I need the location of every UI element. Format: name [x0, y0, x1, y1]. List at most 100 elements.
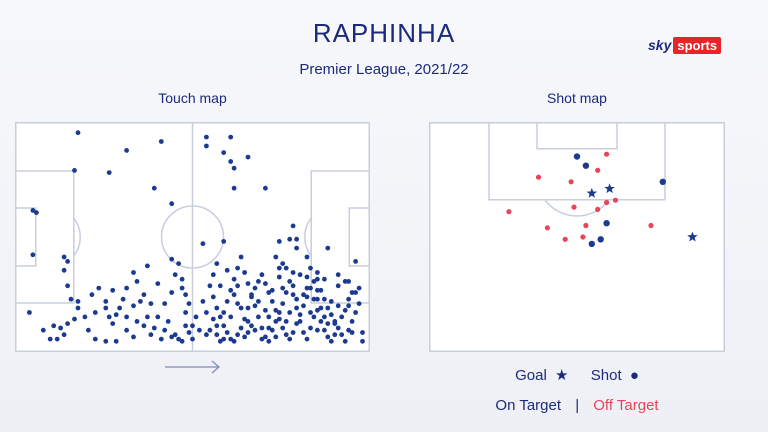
touch-point [224, 299, 230, 304]
touch-point [259, 336, 265, 342]
legend-off-target-label: Off Target [593, 397, 659, 414]
touch-point [266, 290, 272, 295]
touch-point [301, 303, 306, 309]
touch-point [169, 334, 175, 340]
shot-off-target-marker [612, 197, 619, 203]
touch-point [273, 319, 279, 324]
touch-point [110, 321, 116, 326]
touch-point [179, 276, 185, 282]
touch-point [120, 296, 126, 302]
touch-point [322, 314, 327, 320]
touch-point [259, 272, 265, 278]
touch-point [106, 170, 112, 175]
touch-point [96, 285, 102, 291]
shot-off-target-marker [506, 209, 512, 215]
touch-points-group [27, 130, 365, 344]
touch-point [200, 241, 206, 247]
touch-point [280, 325, 286, 331]
touch-point [335, 272, 341, 278]
touch-point [349, 330, 355, 335]
touch-point [151, 185, 157, 191]
touch-point [297, 312, 303, 318]
touch-point [131, 334, 136, 340]
touch-point [349, 319, 355, 324]
touch-point [280, 285, 286, 291]
touch-point [259, 325, 265, 331]
touch-point [204, 310, 209, 315]
touch-point [186, 330, 192, 335]
touch-point [68, 296, 74, 302]
touch-point [339, 332, 345, 338]
touch-point [242, 316, 248, 322]
touch-point [280, 301, 286, 306]
touch-point [311, 279, 317, 284]
touch-point [245, 154, 251, 160]
touch-point [353, 259, 358, 264]
touch-map-pitch [15, 122, 370, 352]
touch-point [245, 330, 251, 335]
touch-point [335, 283, 341, 289]
touch-point [301, 330, 306, 335]
touch-point [151, 325, 157, 331]
touch-point [106, 314, 112, 320]
touch-point [204, 143, 209, 149]
touch-point [165, 319, 171, 324]
touch-point [308, 285, 313, 291]
touch-point [349, 290, 355, 295]
touch-point [322, 276, 327, 282]
shot-on-target-marker [603, 220, 610, 227]
touch-point [328, 312, 334, 318]
touch-point [148, 332, 154, 338]
touch-point [290, 223, 296, 229]
touch-point [145, 263, 150, 269]
touch-point [217, 314, 223, 320]
touch-point [124, 148, 129, 153]
touch-point [193, 314, 199, 320]
touch-point [308, 310, 313, 315]
touch-point [131, 303, 136, 309]
touch-point [325, 321, 331, 326]
touch-point [322, 327, 327, 333]
touch-point [117, 305, 122, 311]
touch-point [263, 281, 268, 286]
shot-on-target-marker [582, 162, 590, 169]
touch-point [197, 327, 202, 333]
touch-point [27, 310, 32, 315]
touch-point [169, 201, 175, 207]
touch-point [315, 276, 320, 282]
sky-sports-logo: sky sports [648, 36, 722, 54]
touch-point [228, 159, 234, 164]
touch-point [61, 267, 67, 273]
touch-point [204, 332, 209, 338]
touch-point [179, 285, 185, 291]
touch-point [266, 338, 272, 344]
touch-point [231, 292, 237, 298]
touch-map-label: Touch map [158, 90, 227, 106]
touch-point [176, 336, 182, 342]
touch-point [360, 338, 365, 344]
touch-point [238, 325, 244, 331]
touch-point [346, 303, 351, 309]
touch-point [124, 314, 129, 320]
touch-point [315, 296, 320, 302]
touch-point [294, 305, 299, 311]
touch-point [89, 292, 95, 298]
touch-point [276, 310, 282, 315]
touch-point [276, 239, 282, 244]
touch-point [200, 299, 206, 304]
touch-point [245, 305, 251, 311]
touch-point [131, 270, 136, 275]
touch-point [155, 281, 161, 286]
touch-point [325, 245, 331, 251]
touch-point [228, 336, 234, 342]
touch-point [54, 336, 60, 342]
touch-point [318, 287, 324, 293]
touch-point [315, 270, 320, 275]
shot-off-target-marker [595, 206, 601, 212]
touch-point [190, 336, 195, 342]
shot-off-target-marker [583, 222, 589, 229]
touch-point [217, 338, 223, 344]
touch-point [342, 338, 348, 344]
touch-point [138, 299, 143, 304]
shot-map-pitch [429, 122, 725, 352]
